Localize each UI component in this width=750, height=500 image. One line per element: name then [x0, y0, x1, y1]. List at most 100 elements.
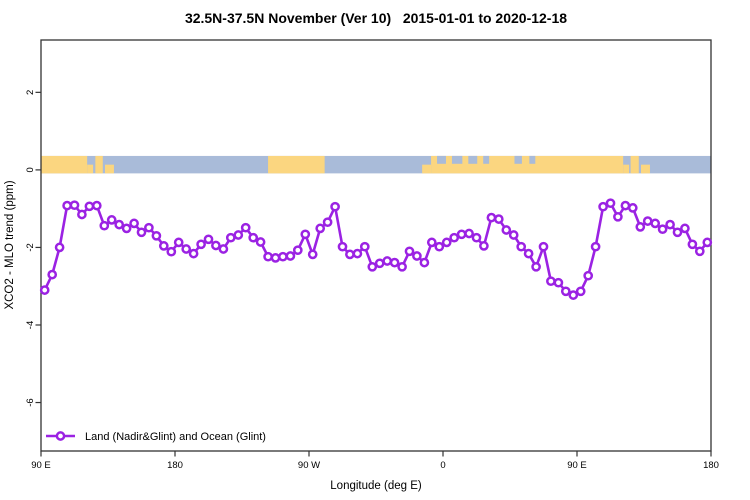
data-point [702, 237, 713, 248]
map-band [41, 155, 711, 174]
data-point [315, 223, 326, 234]
data-point [225, 232, 236, 243]
data-point [47, 269, 58, 280]
x-tick-label: 90 E [31, 460, 51, 471]
band-coast-segment [623, 164, 630, 174]
data-point [613, 211, 623, 222]
data-point [493, 214, 504, 224]
band-sea-patch [451, 155, 463, 164]
data-point [650, 218, 661, 229]
data-point [77, 209, 87, 220]
x-tick-label: 180 [167, 460, 183, 471]
band-land-segment [431, 155, 624, 174]
data-point [278, 251, 288, 262]
data-point [129, 218, 139, 229]
data-point [694, 246, 705, 257]
data-point [158, 241, 169, 251]
data-point [382, 256, 393, 266]
data-point [240, 222, 251, 233]
data-point [441, 237, 452, 248]
data-point [434, 241, 445, 252]
data-point [292, 245, 303, 256]
data-point [84, 201, 95, 212]
data-point [508, 230, 519, 240]
data-point [665, 219, 675, 230]
x-tick-label: 90 E [567, 460, 587, 471]
data-point [553, 277, 564, 288]
legend: Land (Nadir&Glint) and Ocean (Glint) [46, 431, 266, 443]
data-point [39, 285, 50, 295]
band-sea-patch [468, 155, 478, 164]
data-point [114, 219, 125, 230]
data-point [687, 239, 698, 250]
legend-label: Land (Nadir&Glint) and Ocean (Glint) [85, 431, 266, 443]
x-tick-label: 180 [703, 460, 719, 471]
data-point [359, 241, 370, 252]
data-point [233, 230, 244, 240]
data-point [598, 201, 608, 212]
data-point [300, 229, 311, 240]
band-sea-patch [529, 155, 536, 164]
data-point [196, 239, 206, 250]
data-point [404, 246, 415, 257]
data-point [486, 212, 497, 223]
band-coast-segment [641, 164, 650, 174]
y-tick-label: -4 [25, 321, 36, 329]
data-point [337, 241, 348, 252]
data-point [255, 237, 266, 247]
data-point [605, 198, 616, 209]
data-point [151, 230, 162, 241]
data-point [136, 227, 147, 238]
data-point [389, 257, 400, 268]
data-point [412, 251, 422, 261]
x-tick-label: 90 W [298, 460, 320, 471]
data-point [263, 251, 273, 262]
x-axis-title: Longitude (deg E) [330, 480, 422, 492]
data-point [426, 237, 437, 248]
x-tick-label: 0 [440, 460, 445, 471]
data-point [419, 257, 430, 268]
data-point [464, 228, 474, 239]
series-line [43, 201, 709, 297]
data-point [471, 232, 482, 243]
data-point [635, 222, 646, 232]
data-point [523, 248, 534, 259]
data-point [99, 220, 110, 231]
data-point [203, 234, 214, 245]
data-point [62, 200, 72, 211]
data-point [144, 222, 154, 233]
data-point [538, 241, 549, 252]
data-point [531, 261, 541, 272]
y-tick-label: 2 [25, 90, 36, 95]
data-point [307, 249, 318, 260]
data-point [590, 241, 601, 252]
data-point [367, 261, 378, 272]
data-point [680, 223, 690, 234]
data-point [456, 229, 467, 240]
data-point [69, 200, 80, 211]
y-tick-label: -2 [25, 243, 36, 251]
data-point [657, 224, 668, 235]
data-point [166, 246, 177, 257]
data-point [218, 244, 229, 254]
data-point [516, 241, 527, 252]
y-axis-title: XCO2 - MLO trend (ppm) [4, 180, 16, 309]
band-coast-segment [105, 164, 114, 174]
data-point [501, 225, 512, 235]
band-sea-patch [483, 155, 490, 164]
data-series [39, 198, 713, 300]
data-point [560, 286, 571, 297]
band-sea-patch [437, 155, 446, 164]
data-point [181, 244, 192, 254]
data-point [211, 240, 221, 251]
data-point [54, 242, 65, 253]
band-sea-patch [514, 155, 522, 164]
data-point [173, 237, 184, 248]
band-land-segment [630, 155, 639, 174]
data-point [546, 276, 556, 287]
data-point [627, 203, 638, 213]
data-point [479, 241, 489, 251]
data-point [642, 216, 653, 226]
data-point [352, 248, 363, 259]
